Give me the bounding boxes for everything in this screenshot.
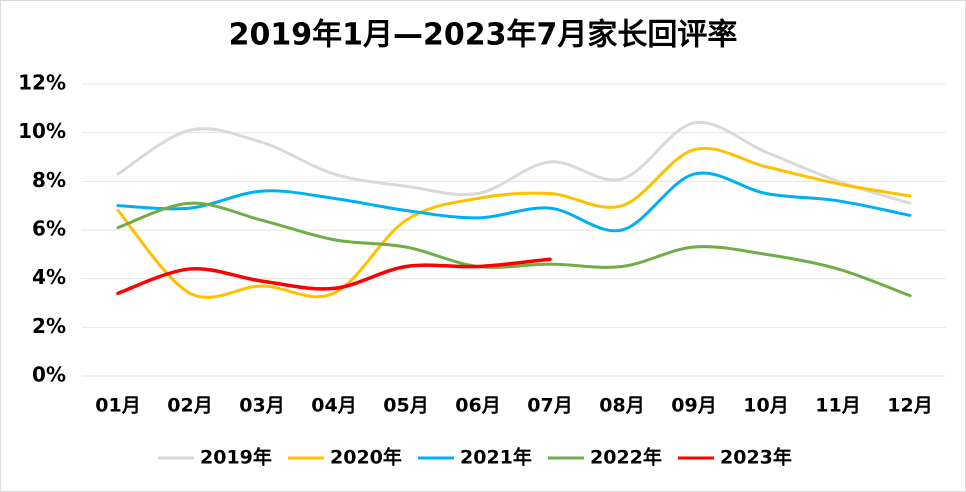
x-tick-label: 05月 bbox=[383, 395, 428, 417]
legend-label: 2022年 bbox=[590, 446, 662, 469]
x-tick-label: 08月 bbox=[599, 395, 644, 417]
x-tick-label: 12月 bbox=[887, 395, 932, 417]
x-tick-label: 04月 bbox=[311, 395, 356, 417]
x-tick-label: 01月 bbox=[95, 395, 140, 417]
y-tick-label: 0% bbox=[32, 363, 66, 387]
y-tick-label: 4% bbox=[32, 265, 66, 289]
series-line bbox=[116, 171, 912, 233]
y-tick-label: 2% bbox=[32, 314, 66, 338]
chart-title: 2019年1月—2023年7月家长回评率 bbox=[229, 18, 738, 53]
series-line bbox=[116, 146, 912, 299]
y-tick-label: 8% bbox=[32, 168, 66, 192]
series-line bbox=[116, 201, 912, 298]
y-tick-label: 6% bbox=[32, 217, 66, 241]
series-line bbox=[116, 257, 552, 296]
x-tick-label: 02月 bbox=[167, 395, 212, 417]
x-tick-label: 09月 bbox=[671, 395, 716, 417]
series-line bbox=[116, 120, 912, 205]
legend-label: 2021年 bbox=[460, 446, 532, 469]
legend-label: 2023年 bbox=[720, 446, 792, 469]
legend-label: 2020年 bbox=[330, 446, 402, 469]
x-tick-label: 07月 bbox=[527, 395, 572, 417]
x-tick-label: 10月 bbox=[743, 395, 788, 417]
y-tick-label: 10% bbox=[18, 119, 66, 143]
x-tick-label: 03月 bbox=[239, 395, 284, 417]
y-tick-label: 12% bbox=[18, 71, 66, 95]
legend-label: 2019年 bbox=[200, 446, 272, 469]
x-tick-label: 11月 bbox=[815, 395, 860, 417]
x-tick-label: 06月 bbox=[455, 395, 500, 417]
